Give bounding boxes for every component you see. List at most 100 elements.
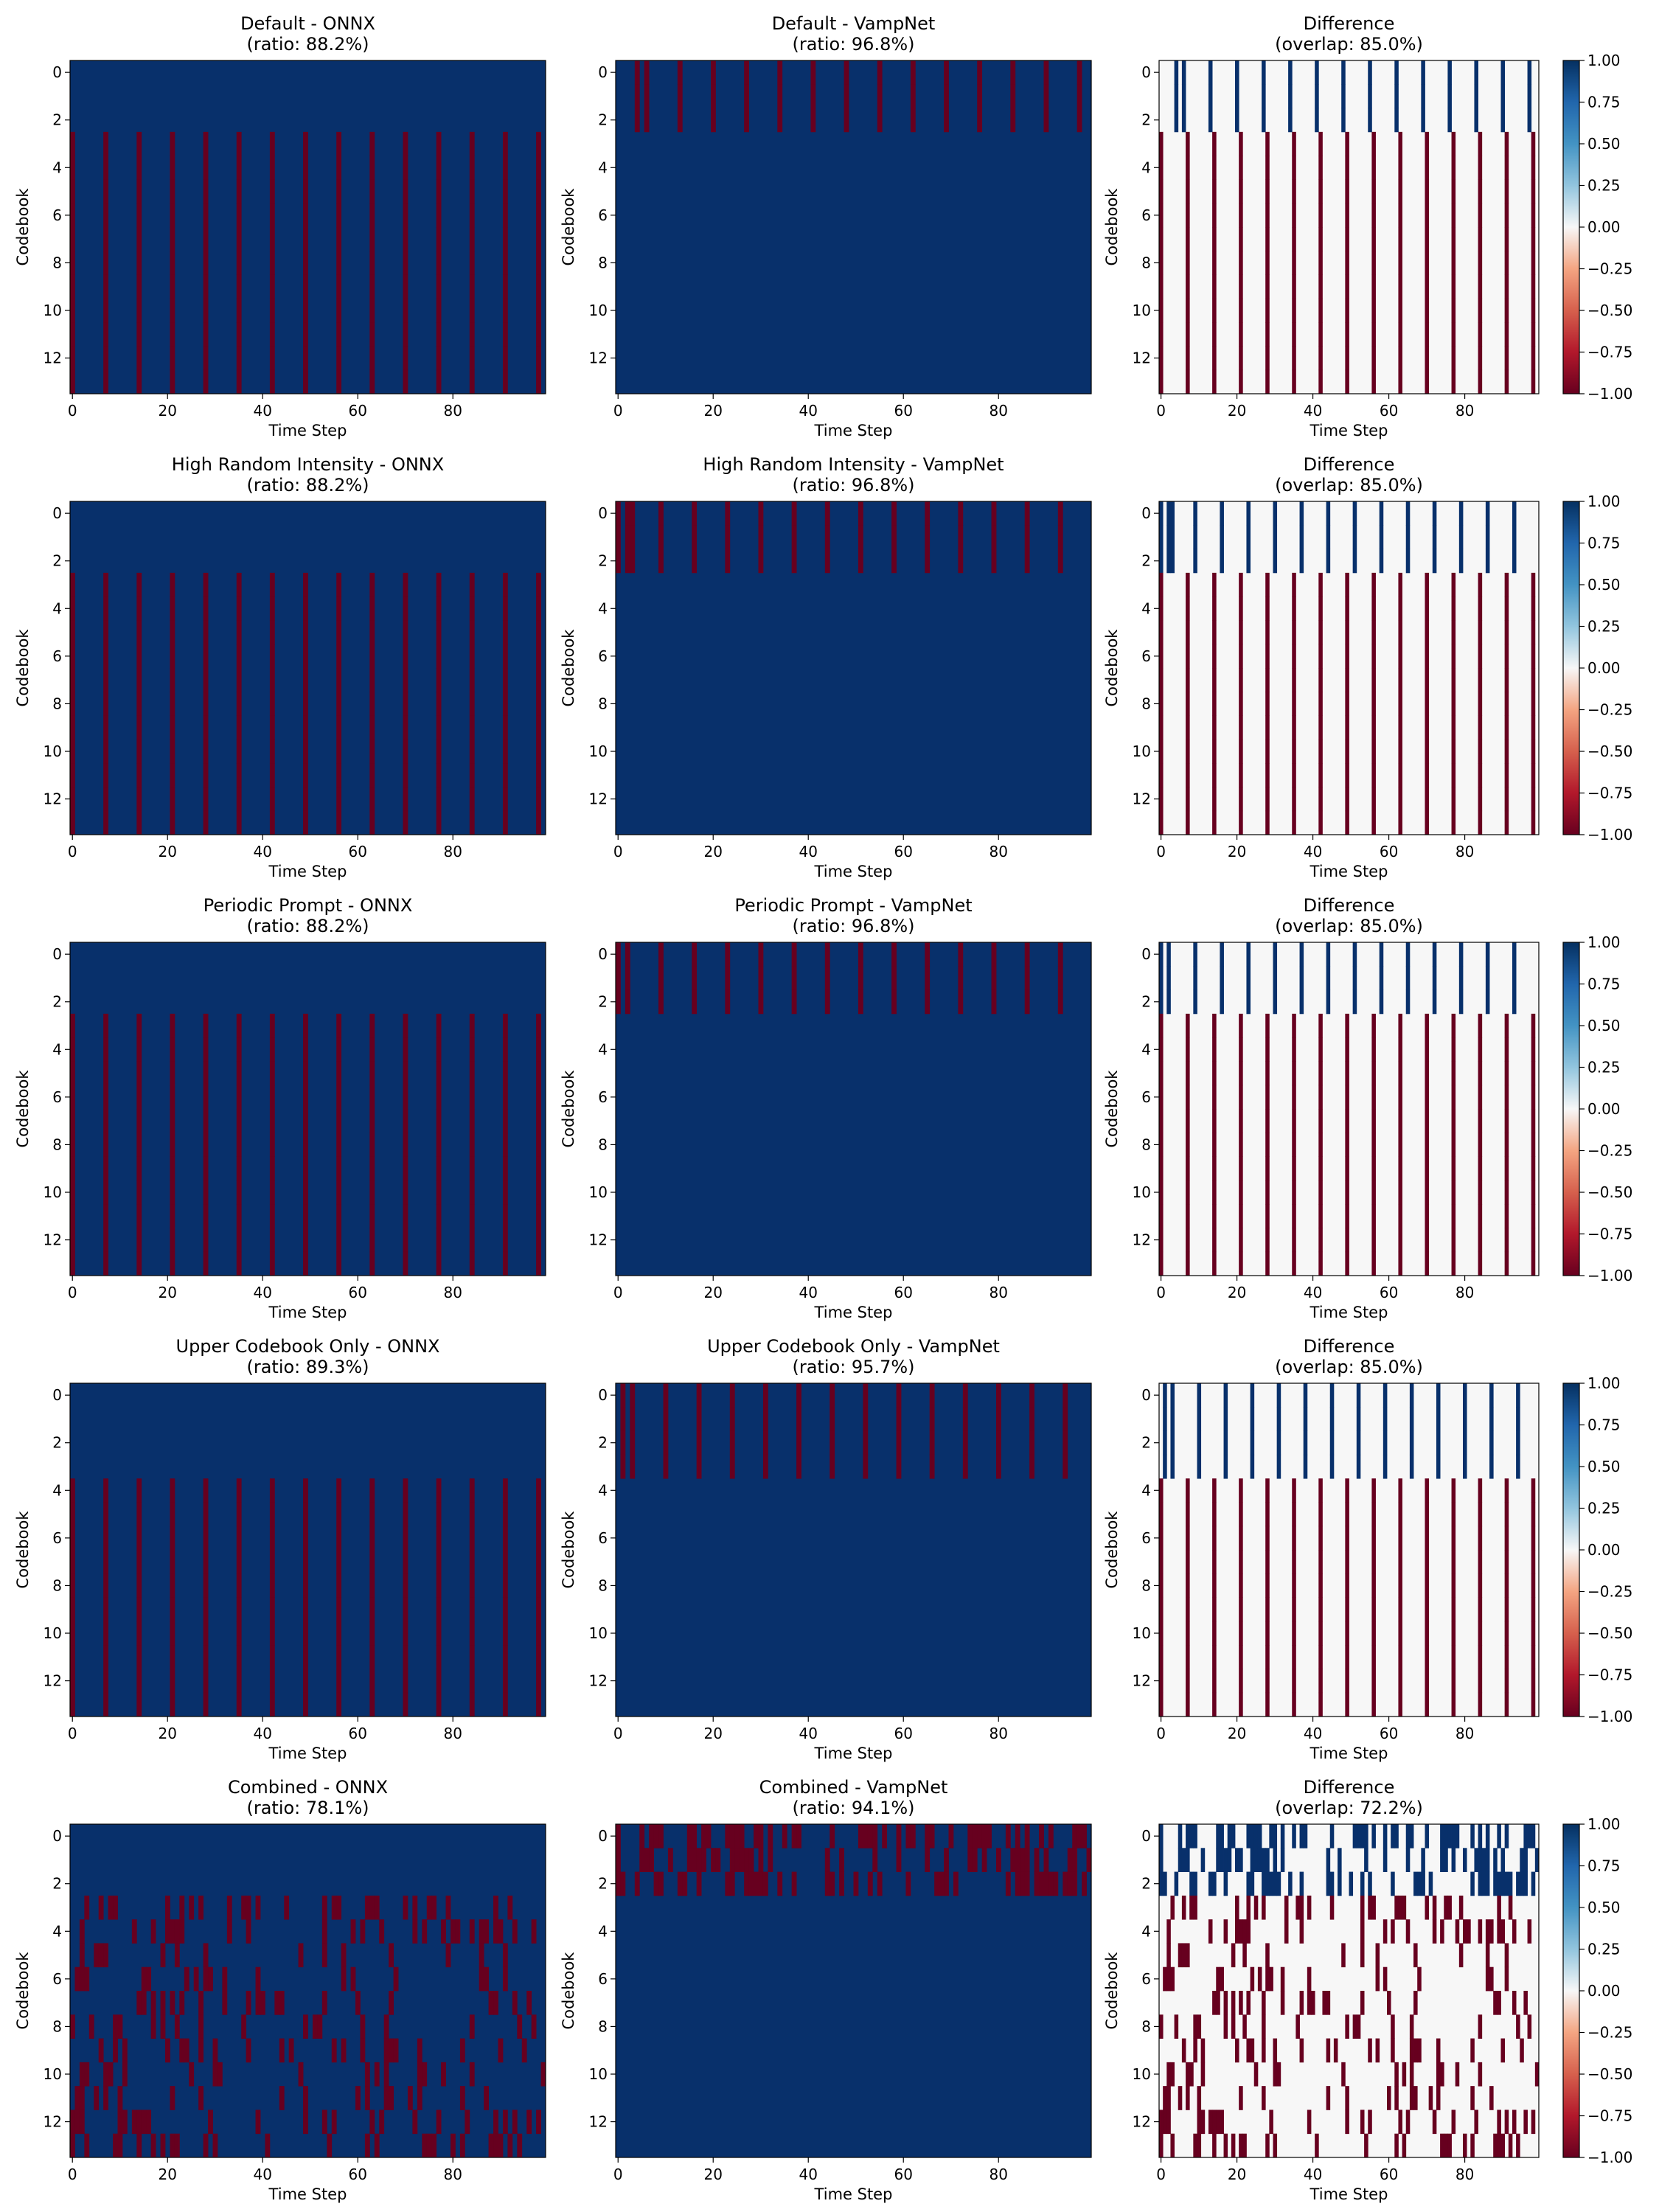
heatmap-cell (436, 1526, 442, 1551)
heatmap-cell (203, 1550, 209, 1574)
heatmap-cell (1478, 322, 1483, 347)
heatmap-cell (1212, 369, 1217, 394)
heatmap-cell (1186, 1109, 1190, 1133)
heatmap-panel-8: Periodic Prompt - VampNet(ratio: 96.8%)0… (560, 895, 1092, 1321)
heatmap-cell (269, 1204, 275, 1228)
heatmap-cell (536, 322, 541, 347)
heatmap-cell (1398, 369, 1402, 394)
heatmap-cell (1250, 2038, 1255, 2063)
heatmap-cell (1531, 1133, 1536, 1157)
heatmap-cell (1504, 322, 1509, 347)
plot-frame (615, 60, 1092, 394)
heatmap-cell (625, 990, 630, 1015)
heatmap-cell (1360, 2110, 1365, 2135)
y-tick-label: 10 (589, 742, 608, 760)
heatmap-cell (403, 620, 408, 645)
heatmap-cell (536, 763, 541, 787)
heatmap-cell (830, 1383, 835, 1408)
heatmap-cell (369, 1061, 375, 1086)
x-tick-label: 60 (1380, 1284, 1398, 1301)
heatmap-cell (1352, 942, 1357, 967)
heatmap-cell (369, 1085, 375, 1110)
heatmap-cell (336, 1895, 342, 1920)
heatmap-cell (84, 1895, 90, 1920)
heatmap-cell (1413, 1943, 1418, 1968)
heatmap-cell (336, 1692, 342, 1717)
heatmap-cell (1077, 1824, 1082, 1848)
heatmap-cell (117, 2086, 123, 2110)
heatmap-cell (1371, 597, 1376, 621)
chart-subtitle: (ratio: 94.1%) (792, 1798, 914, 1818)
heatmap-cell (1371, 1037, 1376, 1062)
chart-subtitle: (ratio: 89.3%) (246, 1357, 369, 1377)
heatmap-cell (1223, 1454, 1228, 1479)
heatmap-cell (170, 1156, 175, 1181)
heatmap-cell (336, 597, 342, 621)
heatmap-cell (1329, 1871, 1335, 1896)
heatmap-cell (758, 549, 764, 574)
heatmap-cell (1478, 1848, 1483, 1872)
heatmap-cell (1159, 644, 1164, 669)
heatmap-cell (891, 942, 897, 967)
heatmap-cell (303, 1597, 308, 1622)
heatmap-cell (403, 668, 408, 692)
heatmap-cell (929, 1824, 935, 1848)
heatmap-cell (170, 1991, 175, 2015)
heatmap-cell (958, 501, 964, 526)
heatmap-cell (1341, 84, 1346, 108)
heatmap-cell (1163, 1966, 1167, 1992)
heatmap-cell (1212, 597, 1217, 621)
heatmap-cell (269, 1228, 275, 1253)
heatmap-cell (962, 1430, 968, 1455)
heatmap-cell (269, 1526, 275, 1551)
heatmap-cell (1504, 572, 1509, 597)
heatmap-cell (303, 620, 308, 645)
heatmap-cell (502, 1156, 508, 1181)
heatmap-cell (136, 203, 142, 228)
heatmap-cell (1174, 2014, 1179, 2039)
heatmap-cell (1504, 203, 1509, 228)
y-tick-label: 8 (598, 254, 608, 271)
heatmap-cell (136, 1061, 142, 1086)
heatmap-cell (70, 572, 75, 597)
heatmap-cell (1391, 2038, 1395, 2063)
heatmap-cell (1159, 1156, 1164, 1181)
heatmap-cell (170, 2086, 175, 2110)
heatmap-cell (436, 692, 442, 716)
y-axis-label: Codebook (1103, 1952, 1121, 2030)
heatmap-cell (536, 179, 541, 204)
heatmap-cell (1181, 2038, 1186, 2063)
heatmap-cell (1292, 156, 1296, 180)
heatmap-cell (1265, 1251, 1270, 1276)
heatmap-cell (1531, 1251, 1536, 1276)
heatmap-cell (203, 1966, 209, 1992)
heatmap-cell (436, 1204, 442, 1228)
heatmap-cell (1265, 668, 1270, 692)
heatmap-cell (389, 1943, 394, 1968)
heatmap-cell (1186, 2062, 1190, 2087)
heatmap-cell (469, 1597, 475, 1622)
heatmap-cell (1072, 1824, 1078, 1848)
heatmap-cell (1387, 2086, 1391, 2110)
heatmap-cell (1159, 1478, 1164, 1503)
heatmap-cell (824, 501, 830, 526)
heatmap-cell (1493, 1848, 1498, 1872)
heatmap-cell (1478, 597, 1483, 621)
heatmap-cell (113, 2038, 118, 2063)
heatmap-cell (1273, 1824, 1278, 1848)
x-tick-label: 20 (1228, 2166, 1246, 2183)
heatmap-cell (170, 1597, 175, 1622)
heatmap-cell (1239, 1645, 1243, 1669)
heatmap-cell (179, 1895, 185, 1920)
heatmap-cell (436, 1228, 442, 1253)
heatmap-cell (436, 298, 442, 323)
heatmap-cell (536, 274, 541, 299)
heatmap-background (616, 501, 1091, 835)
heatmap-cell (203, 1669, 209, 1694)
heatmap-cell (484, 1919, 489, 1944)
heatmap-cell (1382, 1454, 1388, 1479)
heatmap-cell (1239, 692, 1243, 716)
heatmap-cell (1531, 572, 1536, 597)
heatmap-cell (1159, 1621, 1164, 1646)
heatmap-cell (1307, 1966, 1312, 1992)
